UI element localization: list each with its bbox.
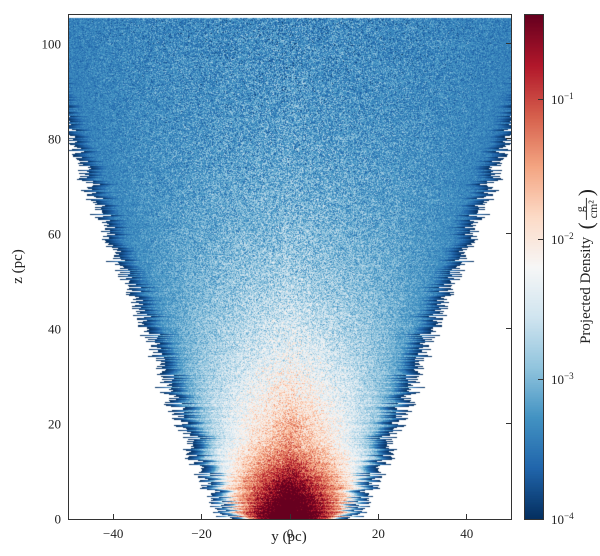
y-tick: 40 [27,322,69,335]
colorbar-label-text: Projected Density [577,236,593,343]
colorbar-tick: 10−1 [543,92,574,106]
x-axis-label-text: y (pc) [271,529,306,545]
density-heatmap-canvas [69,15,511,519]
y-tick: 0 [27,513,69,526]
y-axis-label-text: z (pc) [10,249,27,284]
figure: 020406080100−40−2002040 10−410−310−210−1… [0,0,600,556]
colorbar-unit: g cm² [574,198,599,220]
y-axis-label: z (pc) [8,14,28,518]
colorbar-tick: 10−4 [543,512,574,526]
colorbar-label: Projected Density ( g cm² ) [576,14,596,518]
colorbar-tick: 10−2 [543,232,574,246]
y-tick: 80 [27,132,69,145]
colorbar-tick: 10−3 [543,372,574,386]
colorbar-canvas [525,15,543,519]
x-axis-label: y (pc) [68,529,510,546]
y-tick: 100 [27,37,69,50]
y-tick: 20 [27,417,69,430]
density-projection-axes: 020406080100−40−2002040 [68,14,512,520]
colorbar: 10−410−310−210−1 [524,14,544,520]
y-tick: 60 [27,227,69,240]
